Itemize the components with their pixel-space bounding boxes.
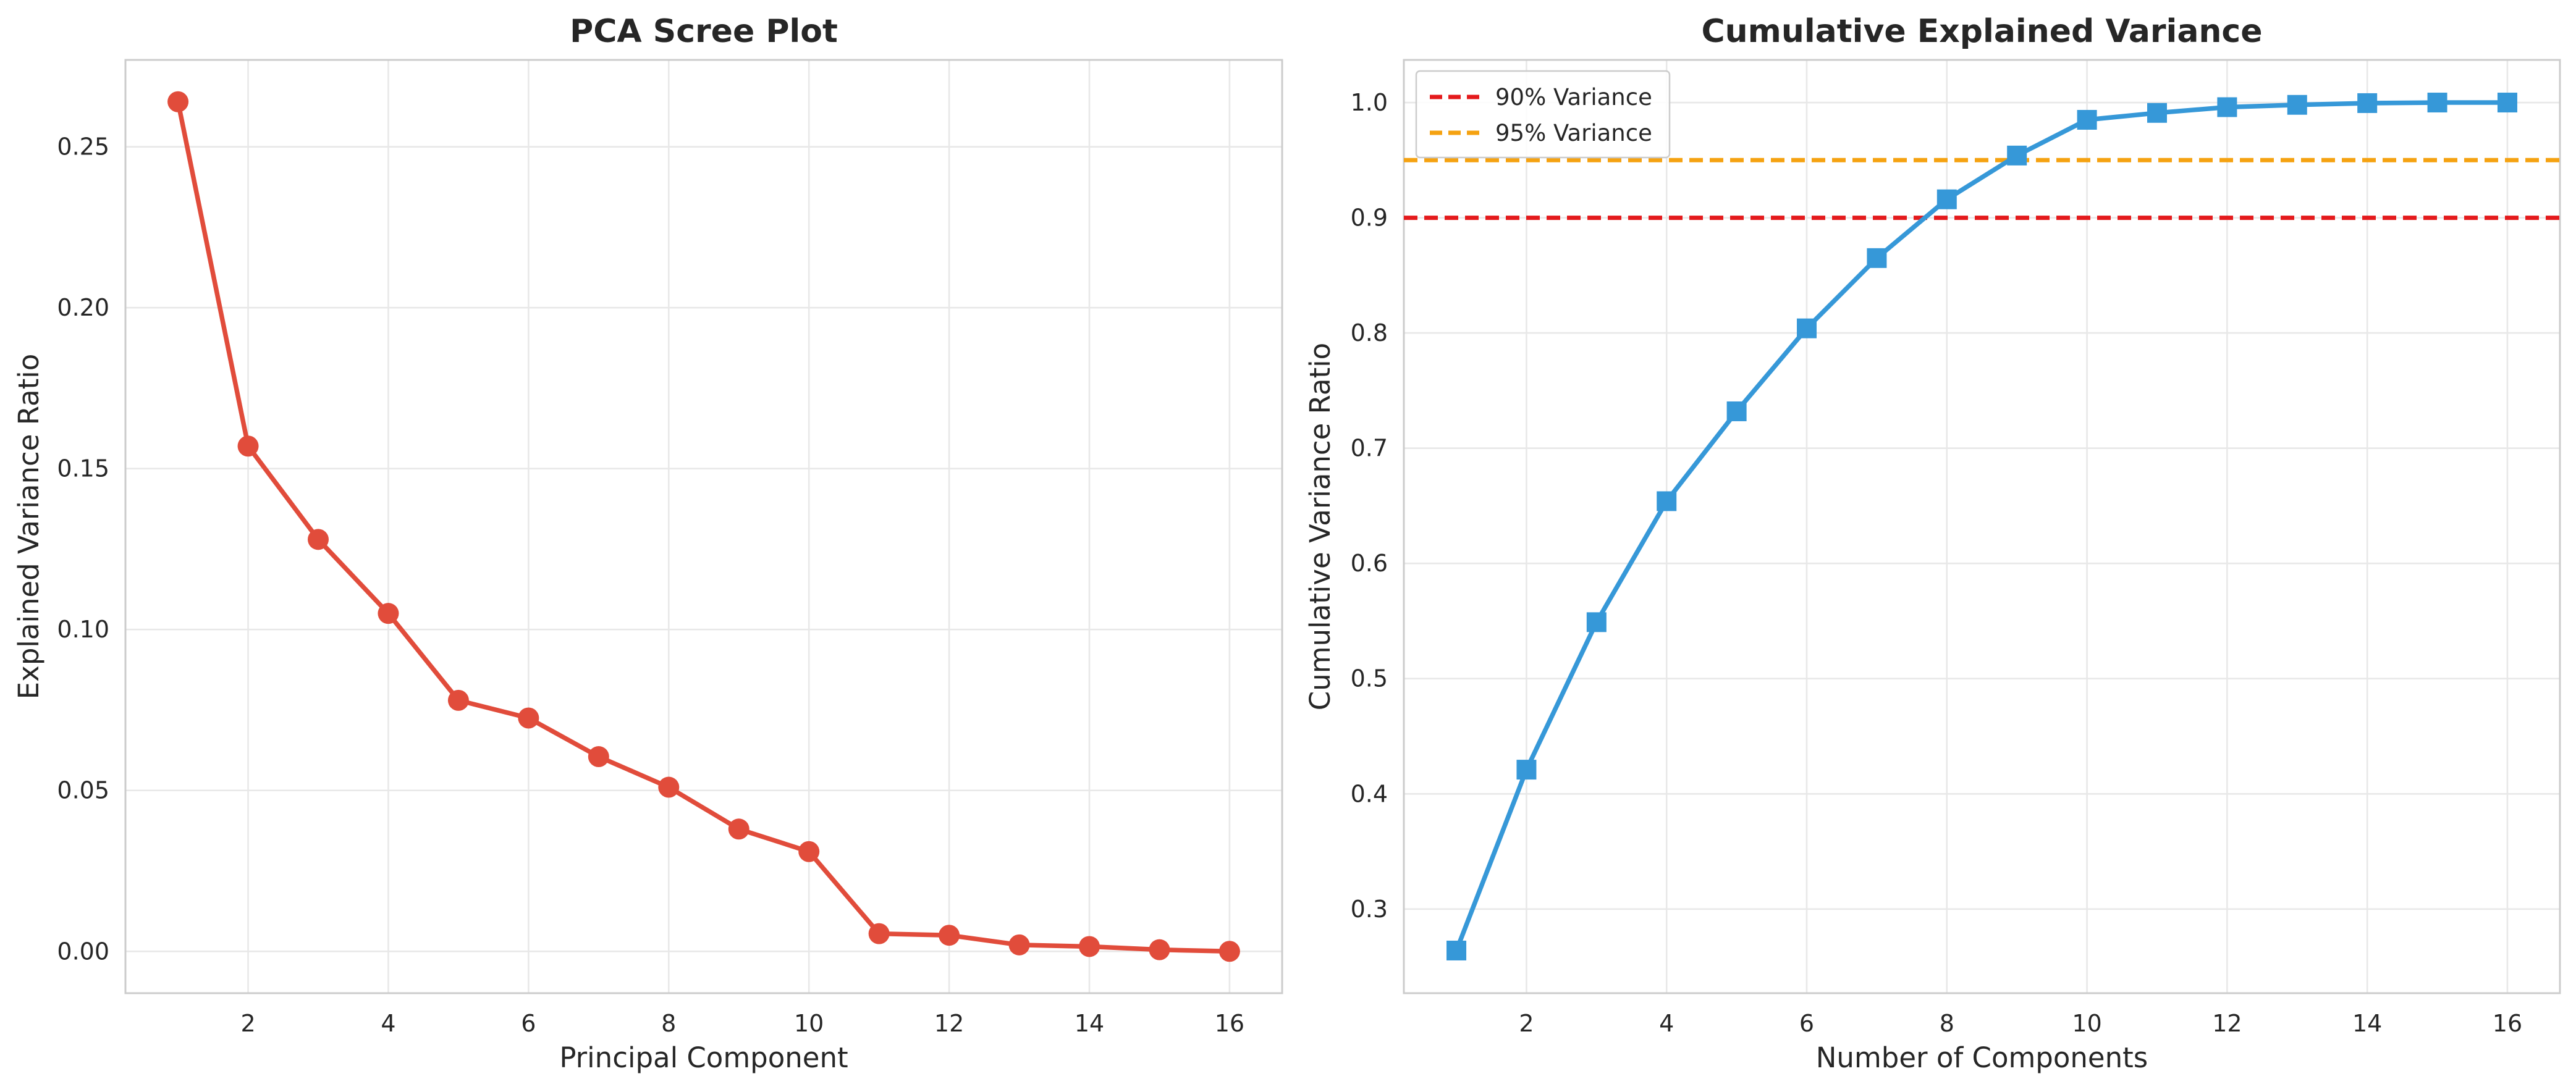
cumulative-data-point [1797,318,1817,338]
scree-x-tick-label: 14 [1075,1010,1104,1037]
cumulative-data-point [1586,612,1607,632]
cumulative-grid [1404,60,2560,993]
cumulative-y-tick-label: 0.6 [1351,550,1388,577]
scree-data-point [447,689,469,711]
cumulative-data-point [2497,93,2517,113]
cumulative-x-tick-label: 6 [1799,1010,1814,1037]
scree-data-point [728,818,750,840]
scree-plot-panel: 0.00 0.05 0.10 0.15 0.20 0.25 2 4 6 8 10 12 14 16 PC… [12,13,1283,1074]
scree-data-point [518,707,539,729]
cumulative-data-point [2287,94,2307,115]
cumulative-data-point [1516,760,1537,780]
scree-data-point [237,435,259,457]
scree-x-tick-label: 2 [240,1010,255,1037]
scree-y-tick-label: 0.20 [57,294,109,321]
cumulative-x-tick-label: 14 [2352,1010,2382,1037]
legend: 90% Variance 95% Variance [1415,70,1671,159]
scree-data-point [1079,936,1100,957]
reference-lines [1404,158,2560,220]
legend-label-95: 95% Variance [1495,120,1652,146]
cumulative-y-tick-label: 0.7 [1351,435,1388,462]
cumulative-x-tick-label: 12 [2212,1010,2242,1037]
scree-y-axis-label: Explained Variance Ratio [12,354,45,700]
cumulative-y-tick-label: 1.0 [1351,89,1388,116]
cumulative-x-tick-label: 10 [2072,1010,2101,1037]
scree-y-tick-label: 0.00 [57,938,109,965]
scree-data-point [588,746,609,768]
scree-x-tick-label: 4 [381,1010,395,1037]
scree-x-tick-label: 10 [794,1010,824,1037]
legend-label-90: 90% Variance [1495,84,1652,111]
cumulative-y-ticks: 0.3 0.4 0.5 0.6 0.7 0.8 0.9 1.0 [1351,89,1388,923]
cumulative-x-tick-label: 2 [1519,1010,1534,1037]
scree-y-tick-label: 0.10 [57,616,109,643]
scree-x-tick-label: 6 [521,1010,536,1037]
cumulative-plot-frame [1403,59,2561,994]
cumulative-data-point [1726,401,1747,421]
scree-y-tick-label: 0.05 [57,777,109,804]
scree-series-line [175,101,1230,954]
cumulative-data-point [1867,248,1887,268]
cumulative-data-point [1657,491,1677,511]
scree-x-ticks: 2 4 6 8 10 12 14 16 [240,1010,1244,1037]
scree-series [167,91,1240,962]
scree-data-point [308,529,329,550]
cumulative-data-point [1446,940,1467,960]
cumulative-data-point [1936,189,1957,209]
scree-data-point [939,925,960,946]
scree-data-point [868,923,890,944]
scree-y-tick-label: 0.25 [57,133,109,161]
scree-data-point [798,841,820,862]
cumulative-y-tick-label: 0.5 [1351,665,1388,692]
cumulative-plot-title: Cumulative Explained Variance [1701,13,2262,50]
cumulative-data-point [2427,93,2447,113]
scree-data-point [1008,934,1030,956]
cumulative-y-tick-label: 0.3 [1351,896,1388,923]
scree-data-point [658,776,680,798]
cumulative-y-axis-label: Cumulative Variance Ratio [1304,343,1337,710]
cumulative-series [1446,93,2517,960]
cumulative-data-point [2007,145,2027,166]
cumulative-data-point [2217,97,2237,117]
scree-data-point [378,603,399,624]
cumulative-y-tick-label: 0.8 [1351,319,1388,346]
cumulative-y-tick-label: 0.9 [1351,204,1388,232]
cumulative-x-tick-label: 16 [2493,1010,2522,1037]
scree-plot-frame [124,59,1283,994]
scree-x-axis-label: Principal Component [559,1041,848,1074]
scree-x-tick-label: 12 [934,1010,964,1037]
scree-plot-title: PCA Scree Plot [570,13,838,50]
cumulative-variance-panel: 0.3 0.4 0.5 0.6 0.7 0.8 0.9 1.0 2 4 6 8 10 12 14 16 Cu… [1304,13,2561,1074]
scree-grid [125,60,1282,993]
cumulative-y-tick-label: 0.4 [1351,780,1388,807]
scree-y-tick-label: 0.15 [57,455,109,482]
scree-data-point [1218,941,1240,962]
cumulative-x-tick-label: 8 [1940,1010,1954,1037]
legend-box [1415,70,1671,159]
cumulative-data-point [2357,93,2378,113]
cumulative-data-point [2077,110,2097,130]
cumulative-x-axis-label: Number of Components [1816,1041,2148,1074]
scree-data-point [167,91,189,112]
cumulative-x-ticks: 2 4 6 8 10 12 14 16 [1519,1010,2522,1037]
cumulative-x-tick-label: 4 [1659,1010,1674,1037]
scree-x-tick-label: 16 [1215,1010,1244,1037]
scree-data-point [1149,939,1170,960]
scree-y-ticks: 0.00 0.05 0.10 0.15 0.20 0.25 [57,133,109,965]
scree-x-tick-label: 8 [661,1010,676,1037]
cumulative-data-point [2147,103,2167,123]
cumulative-series-line [1454,100,2507,952]
